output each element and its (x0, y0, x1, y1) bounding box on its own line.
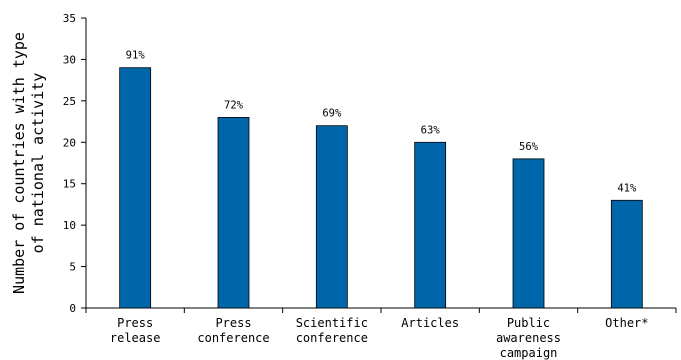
data-labels: 91% 72% 69% 63% 56% 41% (126, 50, 637, 195)
data-label: 72% (224, 99, 244, 111)
bar (119, 67, 152, 309)
y-tick-label: 15 (63, 178, 76, 191)
y-axis: 0 5 10 15 20 25 30 35 (63, 12, 87, 315)
y-tick-label: 0 (69, 302, 76, 315)
x-tick-label: Press conference (197, 316, 269, 345)
bar (512, 158, 545, 309)
y-tick-label: 35 (63, 12, 76, 25)
bar (610, 199, 643, 309)
y-axis-title: Number of countries with typeof national… (10, 32, 47, 294)
bar (217, 117, 250, 309)
x-tick-label: Articles (401, 316, 459, 330)
y-tick-label: 5 (69, 261, 76, 274)
bars (119, 67, 643, 309)
bar (414, 141, 447, 309)
x-axis: Press release Press conference Scientific con… (85, 307, 677, 360)
data-label: 41% (617, 182, 637, 194)
x-tick-label: Press release (110, 316, 161, 345)
y-tick-label: 20 (63, 136, 76, 149)
x-tick-label: Scientific conference (296, 316, 368, 345)
data-label: 63% (421, 124, 441, 136)
data-label: 56% (519, 141, 539, 153)
y-axis-label: Number of countries with typeof national… (10, 32, 47, 294)
y-tick-label: 30 (63, 53, 76, 66)
x-tick-label: Public awareness campaign (496, 316, 561, 360)
bar (315, 125, 348, 309)
data-label: 91% (126, 50, 146, 62)
y-tick-label: 10 (63, 219, 76, 232)
y-tick-label: 25 (63, 95, 76, 108)
x-tick-label: Other* (605, 316, 648, 330)
data-label: 69% (322, 108, 342, 120)
